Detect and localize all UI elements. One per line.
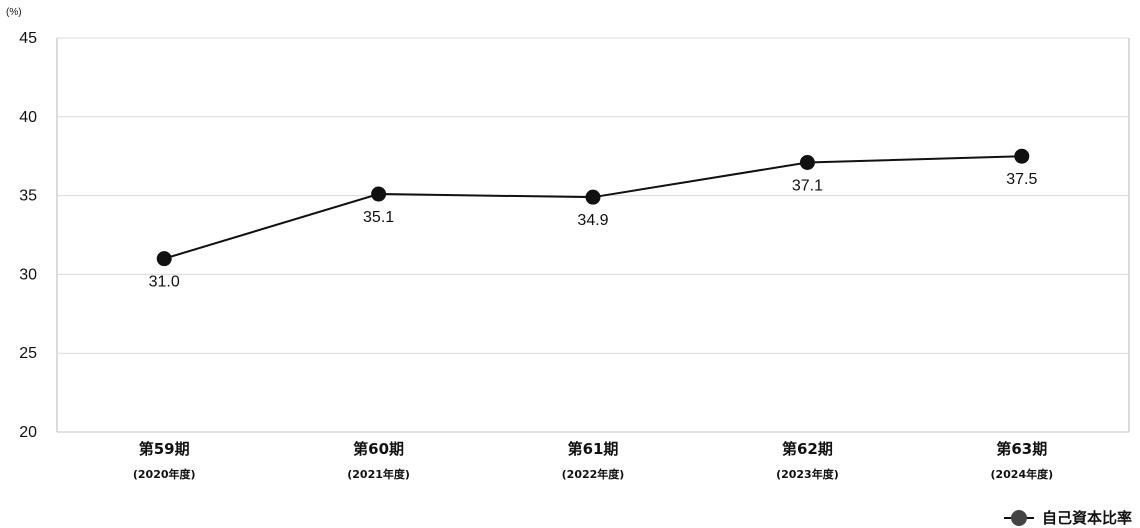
grid — [57, 37, 1129, 433]
y-tick-label: 45 — [19, 30, 37, 47]
legend-dot — [1010, 510, 1027, 526]
y-tick-label: 20 — [19, 424, 37, 441]
data-label: 31.0 — [149, 274, 180, 291]
y-tick-label: 25 — [19, 345, 37, 362]
x-category-sublabel: (2021年度) — [347, 467, 410, 481]
y-tick-label: 35 — [19, 188, 37, 205]
x-category-label: 第60期 — [353, 440, 404, 458]
x-category-sublabel: (2022年度) — [562, 467, 625, 481]
data-label: 37.5 — [1006, 171, 1037, 188]
legend-line-marker-icon — [1003, 510, 1034, 526]
data-point — [1014, 148, 1030, 164]
x-category-label: 第62期 — [782, 440, 833, 458]
x-category-sublabel: (2024年度) — [990, 467, 1053, 481]
data-label: 37.1 — [792, 178, 823, 195]
series-line — [163, 155, 1022, 260]
legend: 自己資本比率 — [1003, 508, 1132, 527]
legend-label: 自己資本比率 — [1041, 508, 1132, 527]
data-point — [371, 186, 387, 202]
data-label: 34.9 — [577, 212, 608, 229]
y-axis-unit: (%) — [6, 7, 22, 18]
y-tick-label: 30 — [19, 266, 37, 283]
y-tick-label: 40 — [19, 109, 37, 126]
data-point — [799, 155, 815, 171]
x-category-label: 第61期 — [568, 440, 619, 458]
data-label: 35.1 — [363, 209, 394, 226]
data-point — [156, 251, 172, 267]
x-category-label: 第63期 — [996, 440, 1047, 458]
x-category-sublabel: (2020年度) — [133, 467, 196, 481]
x-category-label: 第59期 — [139, 440, 190, 458]
x-category-sublabel: (2023年度) — [776, 467, 839, 481]
data-point — [585, 189, 601, 205]
